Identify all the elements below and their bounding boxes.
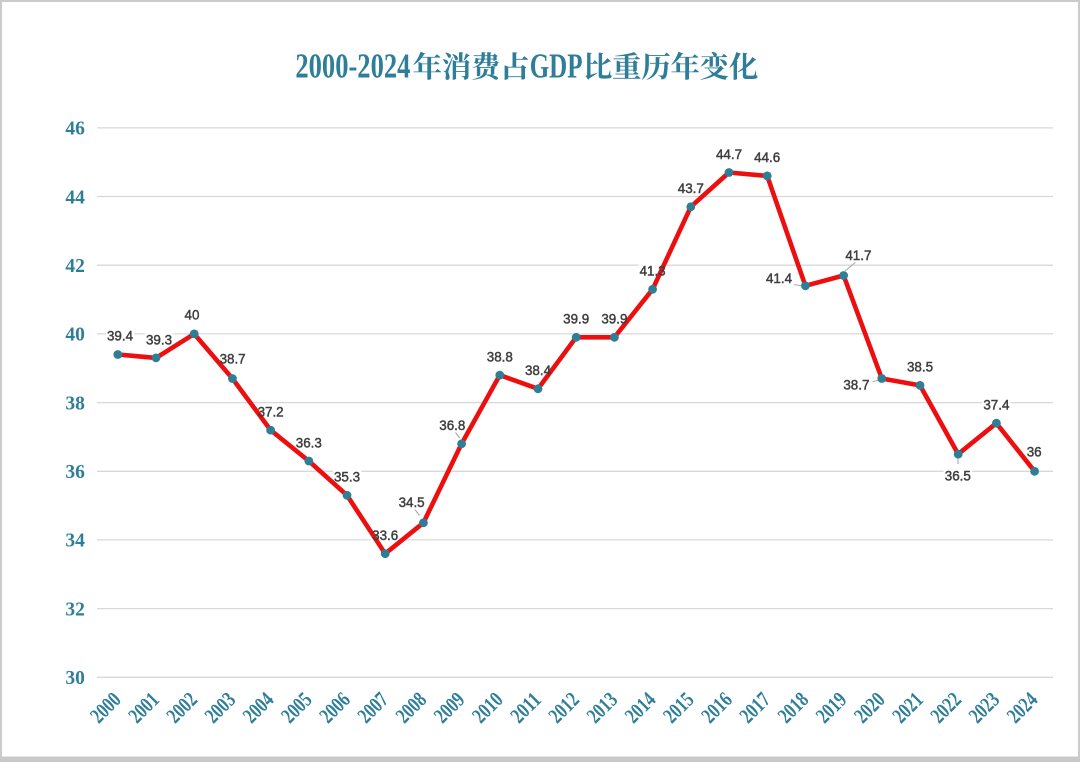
- svg-text:37.4: 37.4: [983, 398, 1010, 413]
- svg-text:34: 34: [65, 530, 85, 552]
- svg-text:39.3: 39.3: [146, 333, 172, 348]
- svg-text:33.6: 33.6: [372, 528, 398, 543]
- svg-text:36.3: 36.3: [296, 435, 322, 450]
- svg-text:36.8: 36.8: [439, 418, 465, 433]
- svg-text:41.4: 41.4: [766, 271, 793, 286]
- svg-text:GDP: GDP: [530, 46, 583, 85]
- svg-text:32: 32: [65, 598, 85, 620]
- svg-text:30: 30: [65, 667, 85, 689]
- svg-text:34.5: 34.5: [399, 495, 425, 510]
- svg-text:39.4: 39.4: [107, 328, 134, 343]
- svg-text:36.5: 36.5: [945, 469, 971, 484]
- svg-text:39.9: 39.9: [601, 312, 627, 327]
- svg-text:38.5: 38.5: [907, 360, 933, 375]
- svg-text:44.7: 44.7: [716, 147, 742, 162]
- svg-text:35.3: 35.3: [334, 470, 360, 485]
- svg-text:46: 46: [65, 118, 85, 140]
- svg-text:44.6: 44.6: [754, 150, 780, 165]
- svg-text:38.7: 38.7: [220, 351, 246, 366]
- svg-text:40: 40: [185, 308, 200, 323]
- svg-text:42: 42: [65, 255, 85, 277]
- svg-text:40: 40: [65, 324, 85, 346]
- svg-text:44: 44: [65, 186, 85, 208]
- svg-text:39.9: 39.9: [563, 312, 589, 327]
- svg-text:38.8: 38.8: [487, 349, 513, 364]
- svg-text:2000-2024: 2000-2024: [295, 46, 410, 85]
- svg-text:38.4: 38.4: [525, 363, 552, 378]
- svg-text:36: 36: [65, 461, 85, 483]
- svg-text:41.3: 41.3: [640, 264, 666, 279]
- svg-text:41.7: 41.7: [845, 248, 871, 263]
- svg-text:36: 36: [1027, 445, 1042, 460]
- svg-text:38: 38: [65, 392, 85, 414]
- svg-text:38.7: 38.7: [843, 378, 869, 393]
- svg-text:43.7: 43.7: [678, 181, 704, 196]
- svg-text:37.2: 37.2: [258, 404, 284, 419]
